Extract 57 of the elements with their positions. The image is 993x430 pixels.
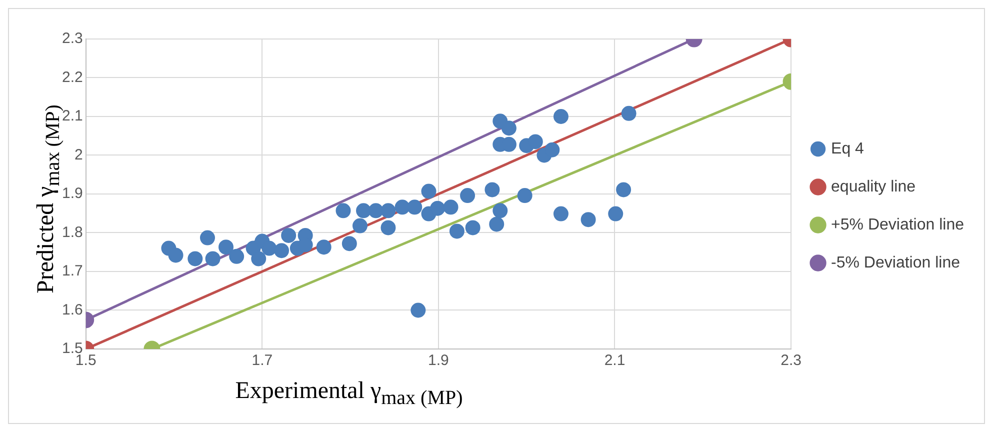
y-tick-label: 2 (74, 146, 83, 164)
point (407, 200, 422, 215)
x-tick-label: 2.1 (604, 352, 626, 370)
point (449, 224, 464, 239)
legend-label: Eq 4 (831, 140, 864, 158)
x-tick-label: 2.3 (780, 352, 802, 370)
x-tick-label: 1.7 (252, 352, 273, 370)
x-tick-label: 1.9 (428, 352, 449, 370)
point (188, 251, 203, 266)
point (484, 182, 500, 198)
y-tick-label: 1.7 (62, 262, 83, 280)
point (356, 203, 372, 218)
point (553, 109, 568, 124)
point (616, 182, 632, 198)
point (218, 240, 234, 255)
point (352, 218, 368, 234)
x-axis-title: Experimental γ$_{max (MP)}$ (235, 378, 463, 410)
point (528, 134, 543, 150)
point (342, 236, 357, 252)
point (410, 302, 426, 318)
legend-label: +5% Deviation line (831, 216, 964, 234)
point (443, 200, 458, 215)
point (262, 240, 277, 256)
legend-label: -5% Deviation line (831, 254, 960, 272)
point (580, 212, 596, 228)
point (229, 248, 244, 264)
point (368, 203, 384, 218)
point (608, 206, 624, 222)
point (394, 200, 410, 215)
y-tick-label: 1.9 (62, 185, 83, 202)
point (460, 188, 476, 204)
point (421, 184, 436, 199)
point (200, 230, 215, 246)
point (621, 106, 636, 121)
y-tick-label: 1.8 (62, 224, 83, 241)
point (380, 203, 396, 218)
point (492, 203, 508, 218)
y-tick-label: 1.6 (62, 301, 83, 318)
point (251, 251, 266, 266)
point (517, 188, 532, 204)
point (465, 220, 480, 236)
legend-label: equality line (831, 178, 916, 196)
point (281, 228, 296, 243)
point (501, 120, 516, 136)
point (430, 200, 446, 216)
point (380, 220, 396, 236)
point (544, 142, 560, 158)
y-tick-label: 2.2 (62, 68, 83, 86)
point (553, 206, 568, 222)
y-tick-label: 2.3 (62, 30, 83, 48)
point (316, 240, 332, 255)
point (274, 243, 290, 258)
point (168, 248, 184, 263)
point (489, 216, 504, 232)
point (205, 251, 220, 266)
point (336, 203, 351, 218)
y-tick-label: 2.1 (62, 108, 83, 125)
